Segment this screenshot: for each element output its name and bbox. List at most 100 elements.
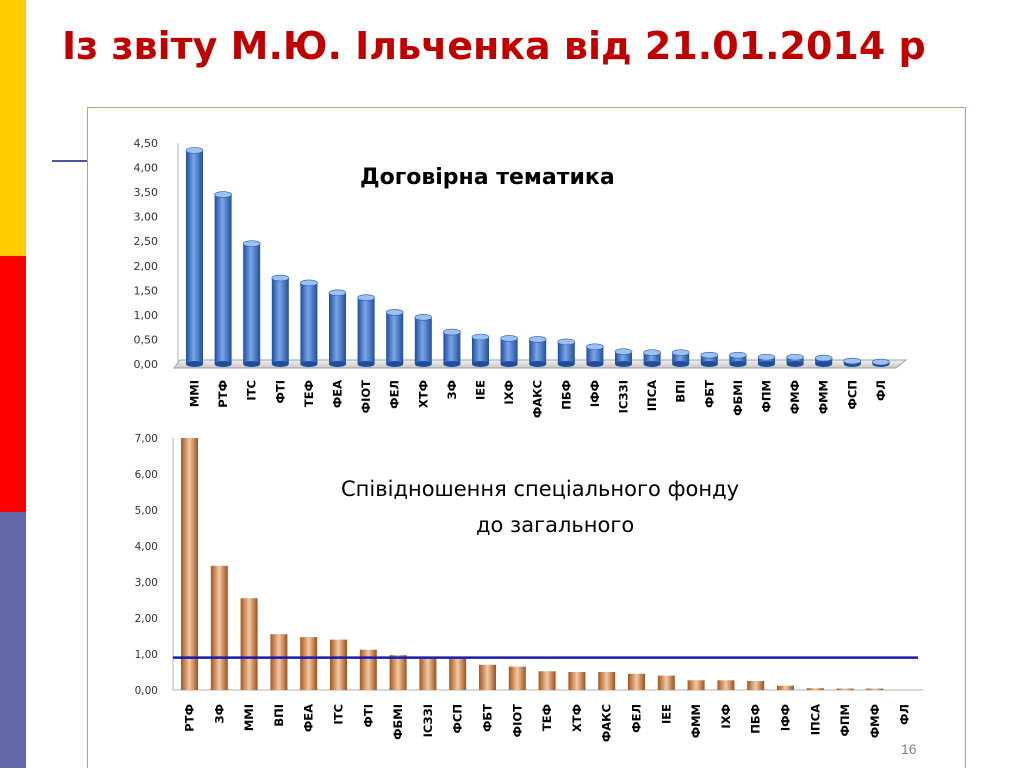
chart1-bar (443, 332, 461, 364)
chart1-bar (672, 352, 690, 364)
chart1-category-label: РТФ (216, 380, 230, 408)
chart1-bar-base (700, 361, 718, 367)
chart2-bar (598, 672, 616, 690)
chart1-category-label: ФІОТ (359, 380, 373, 413)
chart1-bar-top (443, 328, 461, 336)
chart2-category-label: РТФ (183, 704, 197, 732)
chart2-category-label: ФЕЛ (630, 704, 644, 733)
chart2-category-label: ФТІ (361, 704, 375, 728)
chart1-category-label: ФБТ (702, 380, 716, 408)
chart1-category-label: ФАКС (531, 380, 545, 418)
chart2-bar (747, 681, 765, 690)
chart2-title-line2: до загального (476, 513, 634, 537)
chart2-bar (300, 637, 318, 690)
chart1-bar-base (243, 361, 261, 367)
chart2-category-label: ФММ (689, 704, 703, 738)
chart1-bar (186, 150, 203, 364)
chart1-bar-base (443, 361, 461, 367)
chart2-ytick-label: 3,00 (135, 577, 158, 589)
chart1-category-label: ММІ (188, 380, 202, 407)
chart2-ytick-label: 1,00 (135, 649, 158, 661)
chart1-bar-top (328, 289, 347, 297)
chart1-bar-base (329, 361, 346, 367)
chart2-category-label: ІФФ (779, 704, 793, 731)
chart1-bar-top (528, 336, 547, 343)
chart1-bar-base (386, 361, 404, 367)
chart1-bar-top (271, 274, 290, 282)
chart1-category-label: ПБФ (559, 380, 573, 410)
chart2-category-label: ФЛ (898, 704, 912, 725)
chart-frame: 0,00 0,50 1,00 1,50 2,00 2,50 3,00 3,50 4,00 4,50… (87, 107, 966, 768)
chart1-bar (729, 355, 747, 364)
chart1-category-label: ЗФ (445, 380, 459, 400)
chart1-bar-base (557, 361, 575, 367)
chart1-bar-top (729, 351, 747, 359)
chart1-bar (214, 194, 232, 364)
chart1-bar-base (615, 361, 632, 367)
chart1-bar (472, 336, 489, 364)
chart2-bar (240, 598, 258, 690)
chart1-bar (414, 317, 432, 364)
chart1-bar-base (643, 361, 661, 367)
chart1-bar (700, 355, 718, 364)
chart1-category-label: ТЕФ (302, 380, 316, 407)
chart1-bar-base (586, 361, 604, 367)
chart1-ytick-label: 4,00 (134, 162, 159, 175)
chart1-bar (786, 357, 804, 364)
chart2-bar (270, 634, 288, 690)
chart2-bar (330, 639, 347, 690)
chart1-ytick-label: 2,00 (134, 260, 159, 273)
chart1-title: Договірна тематика (360, 165, 615, 190)
chart1-category-label: ФЛ (874, 380, 888, 401)
chart1-ytick-label: 0,00 (134, 358, 159, 371)
chart1-ytick-label: 4,50 (134, 137, 159, 150)
stripe-bottom (0, 512, 26, 768)
chart1-bar-base (815, 361, 833, 367)
chart1-category-label: ФПМ (760, 380, 774, 412)
chart2-bar (508, 666, 526, 690)
chart2-ytick-label: 0,00 (135, 685, 158, 697)
chart2-bar (181, 438, 198, 690)
charts-svg: 0,00 0,50 1,00 1,50 2,00 2,50 3,00 3,50 4,00 4,50… (134, 137, 923, 742)
chart1-bar (300, 282, 318, 364)
chart1-bar (271, 278, 289, 364)
chart2-bar (568, 672, 586, 690)
chart2-bar (777, 685, 794, 690)
chart2-category-label: ФАКС (600, 704, 614, 742)
chart1-bar-top (786, 353, 804, 361)
chart1-bar-base (529, 361, 547, 367)
chart1-category-label: ФТІ (273, 380, 287, 404)
chart1-bar-top (214, 191, 232, 198)
chart1-bar-top (242, 240, 261, 247)
chart1-bar-base (214, 361, 232, 367)
chart1-bar-base (357, 361, 375, 367)
chart1-bar (329, 292, 346, 364)
chart2-bar (479, 664, 496, 690)
chart1-category-label: ІПСА (645, 380, 659, 411)
chart1-category-label: ФММ (817, 380, 831, 414)
chart1-bar (557, 341, 575, 364)
chart1-bar (243, 243, 261, 364)
chart2-category-label: ФІОТ (510, 704, 524, 737)
chart1-category-label: ФЕА (331, 380, 345, 408)
chart2-category-label: ВПІ (272, 704, 286, 727)
chart1-category-label: ФБМІ (731, 380, 745, 416)
title-underline (52, 160, 88, 162)
chart1-bar-top (614, 348, 633, 356)
chart2-category-label: ІТС (332, 704, 346, 725)
chart2-category-label: ІХФ (719, 704, 733, 729)
chart1-bar (386, 312, 404, 364)
chart1-bar-top (843, 357, 862, 365)
chart2-bar (866, 688, 884, 690)
chart1-bar-top (414, 314, 433, 321)
chart1-bar-top (814, 354, 833, 362)
stripe-top (0, 0, 26, 256)
chart1-category-label: ІТС (245, 380, 259, 401)
chart2-bar (389, 655, 407, 690)
chart-dogovirna: 0,00 0,50 1,00 1,50 2,00 2,50 3,00 3,50 4,00 4,50… (134, 137, 908, 418)
chart2-bar (538, 671, 556, 690)
chart1-bar-top (185, 147, 204, 154)
chart1-bar (500, 338, 518, 364)
chart2-category-label: ФБТ (481, 704, 495, 732)
stripe-middle (0, 256, 26, 512)
